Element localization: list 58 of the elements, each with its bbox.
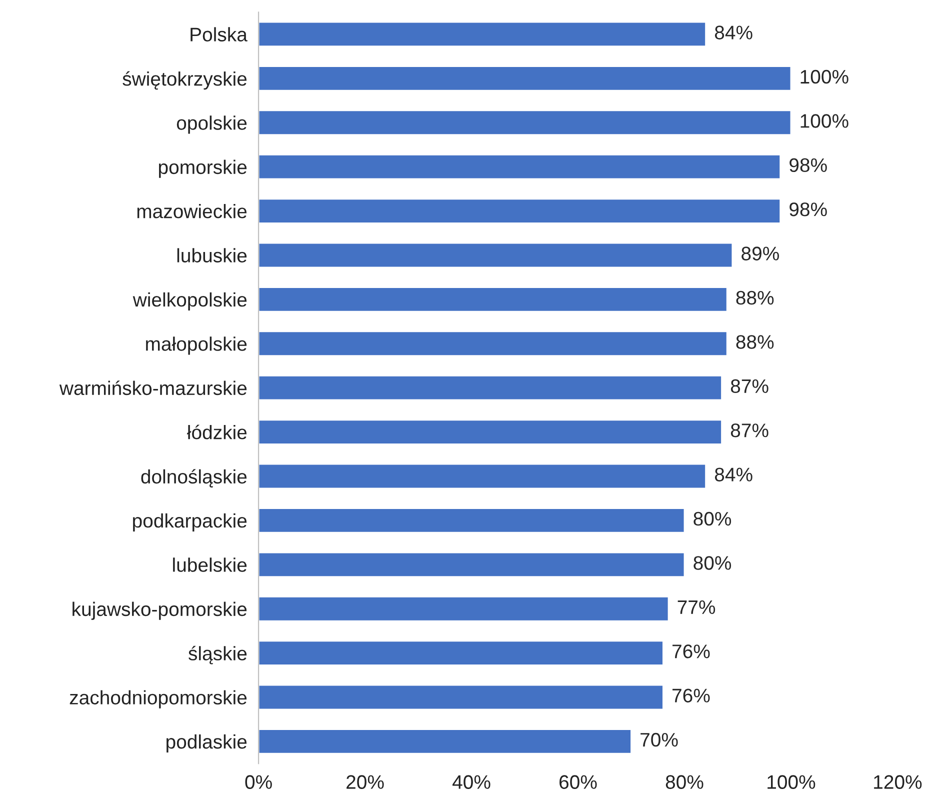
y-tick-label: łódzkie: [187, 424, 247, 440]
x-tick-label: 0%: [245, 775, 272, 789]
data-label: 87%: [730, 379, 768, 394]
bar: [258, 419, 722, 445]
y-tick-label: lubelskie: [173, 558, 247, 572]
y-tick-label: kujawsko-pomorskie: [72, 602, 247, 620]
bar: [258, 242, 734, 268]
x-tick-label: 80%: [666, 775, 704, 789]
y-tick-label: śląskie: [188, 646, 247, 664]
x-tick-label: 40%: [452, 775, 490, 789]
data-label: 100%: [800, 70, 848, 84]
data-label: 76%: [672, 644, 710, 658]
y-tick-label: świętokrzyskie: [122, 71, 247, 90]
x-tick-label: 20%: [346, 775, 384, 789]
x-tick-label: 120%: [874, 775, 922, 789]
bar: [258, 110, 792, 136]
data-label: 80%: [694, 512, 732, 526]
y-tick-label: lubuskie: [177, 248, 247, 262]
data-label: 98%: [790, 202, 827, 216]
y-tick-label: małopolskie: [146, 336, 247, 355]
data-label: 84%: [714, 26, 752, 40]
y-tick-label: dolnośląskie: [141, 469, 247, 488]
y-tick-label: wielkopolskie: [132, 292, 247, 311]
y-tick-label: warmińsko-mazurskie: [59, 380, 247, 396]
bar: [258, 684, 664, 710]
bar: [258, 463, 706, 490]
bar: [258, 374, 722, 401]
bar: [258, 21, 706, 48]
bar: [258, 596, 670, 622]
y-tick-label: pomorskie: [158, 160, 247, 178]
data-label: 89%: [742, 246, 779, 260]
bar: [258, 198, 782, 224]
bar: [258, 66, 792, 92]
y-tick-label: Polska: [190, 27, 248, 42]
bar: [258, 154, 782, 180]
bar: [258, 552, 686, 578]
data-label: 98%: [790, 158, 827, 172]
data-label: 84%: [714, 468, 752, 482]
data-label: 88%: [736, 335, 774, 349]
y-tick-label: podlaskie: [166, 734, 247, 753]
bar: [258, 508, 686, 534]
data-label: 100%: [800, 114, 848, 128]
x-tick-label: 60%: [560, 775, 597, 789]
data-label: 70%: [640, 732, 678, 747]
y-tick-label: podkarpackie: [133, 513, 247, 532]
data-label: 87%: [730, 423, 768, 438]
data-label: 88%: [736, 290, 774, 305]
bar: [258, 728, 632, 754]
bar: [258, 330, 728, 356]
data-label: 80%: [694, 556, 732, 570]
bar: [258, 286, 728, 312]
x-tick-label: 100%: [768, 775, 816, 789]
y-tick-label: mazowieckie: [137, 204, 247, 218]
y-tick-label: opolskie: [176, 116, 247, 134]
bar: [258, 640, 664, 666]
y-tick-label: zachodniopomorskie: [70, 690, 247, 708]
data-label: 76%: [672, 688, 710, 702]
data-label: 77%: [678, 600, 716, 614]
